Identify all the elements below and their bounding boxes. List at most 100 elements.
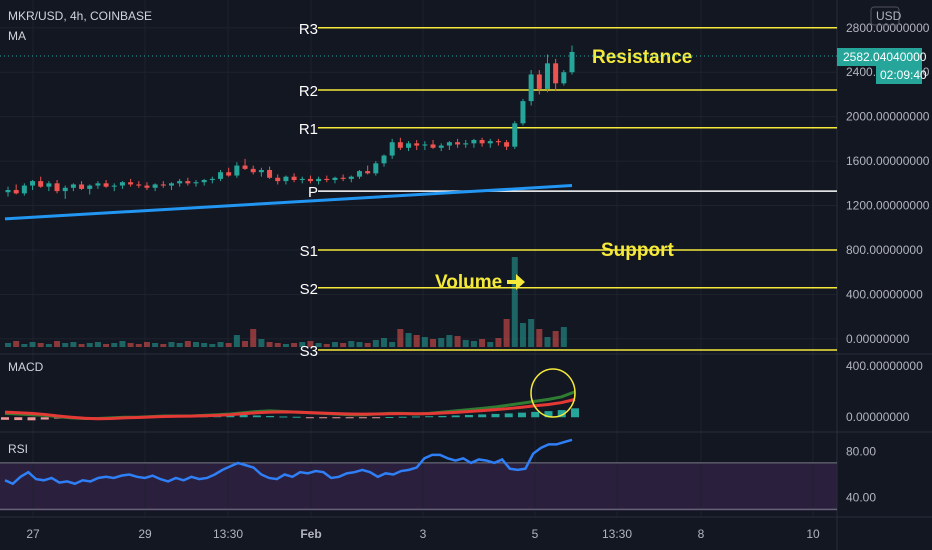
volume-bar: [552, 331, 559, 347]
macd-histogram-bar: [345, 417, 354, 419]
volume-bar: [413, 335, 420, 347]
level-label-r3: R3: [299, 21, 318, 38]
macd-histogram-bar: [358, 417, 367, 419]
volume-bar: [119, 341, 126, 347]
macd-histogram-bar: [398, 416, 407, 418]
volume-bar: [462, 340, 469, 347]
candle-body: [119, 182, 125, 186]
price-tick-label: 1200.00000000: [846, 199, 930, 213]
candle-body: [160, 184, 166, 186]
macd-histogram-bar: [451, 415, 460, 418]
rsi-band: [0, 463, 837, 511]
volume-bar: [389, 342, 396, 347]
level-label-s3: S3: [300, 343, 318, 360]
macd-histogram-bar: [266, 415, 275, 418]
macd-histogram-bar: [40, 417, 49, 420]
volume-bar: [29, 342, 36, 347]
macd-histogram-bar: [226, 415, 235, 418]
macd-histogram-bar: [239, 414, 248, 418]
candle-body: [46, 183, 52, 187]
macd-histogram-bar: [27, 417, 36, 421]
candle-body: [299, 178, 305, 180]
volume-bar: [397, 329, 404, 347]
candle-body: [504, 142, 510, 147]
volume-bar: [103, 344, 110, 347]
time-axis[interactable]: 27 29 13:30 Feb 3 5 13:30 8 10: [26, 527, 820, 541]
volume-bar: [430, 339, 437, 347]
candle-body: [193, 182, 199, 184]
candle-body: [291, 176, 297, 180]
candle-body: [561, 72, 567, 84]
last-price-tag: [837, 48, 922, 66]
rsi-legend[interactable]: RSI: [8, 442, 28, 456]
level-label-s1: S1: [300, 243, 318, 260]
macd-histogram-bar: [438, 415, 447, 418]
candle-body: [340, 177, 346, 179]
candle-body: [422, 144, 428, 146]
candle-body: [111, 185, 117, 187]
candle-body: [397, 142, 403, 148]
volume-bar: [45, 344, 52, 347]
volume-bar: [62, 343, 69, 347]
price-tick-label: 2000.00000000: [846, 110, 930, 124]
currency-label: USD: [876, 9, 902, 23]
candle-body: [307, 178, 313, 182]
candle-body: [103, 183, 109, 187]
resistance-annotation: Resistance: [592, 47, 692, 68]
volume-bar: [299, 342, 306, 347]
candle-body: [389, 142, 395, 156]
volume-bar: [152, 343, 159, 347]
candle-body: [70, 184, 76, 188]
countdown-value: 02:09:40: [880, 68, 927, 82]
volume-bar: [340, 343, 347, 347]
macd-histogram-bar: [411, 416, 420, 418]
volume-bar: [176, 343, 183, 347]
volume-bar: [536, 329, 543, 347]
macd-histogram-bar: [279, 416, 288, 418]
candle-body: [79, 184, 85, 189]
macd-histogram-bar: [544, 411, 553, 418]
candle-body: [136, 184, 142, 186]
volume-bar: [405, 333, 412, 347]
macd-legend[interactable]: MACD: [8, 360, 44, 374]
level-label-p: P: [308, 184, 318, 201]
volume-annotation: Volume: [435, 272, 502, 293]
candle-body: [495, 141, 501, 143]
macd-histogram-bar: [504, 413, 513, 418]
last-price-value: 2582.04040000: [843, 50, 927, 64]
volume-bar: [528, 319, 535, 347]
volume-bar: [160, 344, 167, 347]
volume-bars: [5, 257, 567, 347]
volume-bar: [111, 343, 118, 347]
candle-body: [54, 183, 60, 192]
candle-body: [21, 185, 27, 194]
candle-body: [544, 63, 550, 89]
candle-body: [144, 185, 150, 188]
volume-bar: [94, 342, 101, 347]
volume-bar: [511, 257, 518, 347]
macd-histogram-bar: [292, 416, 301, 418]
candle-body: [242, 165, 248, 169]
candle-body: [430, 144, 436, 148]
candle-body: [283, 176, 289, 182]
volume-bar: [454, 336, 461, 347]
time-tick-label: 10: [806, 527, 820, 541]
candle-body: [250, 168, 256, 173]
volume-bar: [168, 342, 175, 347]
volume-bar: [560, 327, 567, 347]
support-annotation: Support: [601, 240, 674, 261]
volume-bar: [21, 344, 28, 347]
volume-bar: [487, 342, 494, 347]
ma-legend[interactable]: MA: [8, 29, 26, 43]
macd-histogram-bar: [491, 413, 500, 418]
time-tick-label: 29: [138, 527, 152, 541]
volume-bar: [5, 343, 11, 347]
macd-histogram-bar: [372, 417, 381, 419]
volume-bar: [233, 335, 240, 347]
currency-button[interactable]: [870, 6, 900, 26]
volume-arrow-icon: [507, 274, 525, 290]
rsi-tick-label: 40.00: [846, 491, 876, 505]
candle-body: [209, 178, 215, 180]
